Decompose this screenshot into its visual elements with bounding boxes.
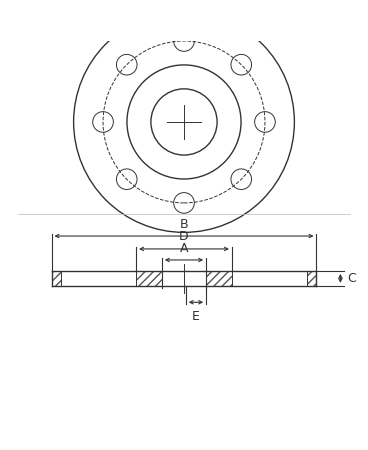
- Bar: [206, 271, 232, 286]
- Text: C: C: [347, 272, 356, 285]
- Bar: [136, 271, 162, 286]
- Bar: [52, 271, 61, 286]
- Text: B: B: [180, 217, 188, 230]
- Text: D: D: [179, 230, 189, 243]
- Text: A: A: [180, 242, 188, 255]
- Bar: [307, 271, 316, 286]
- Text: E: E: [192, 310, 200, 324]
